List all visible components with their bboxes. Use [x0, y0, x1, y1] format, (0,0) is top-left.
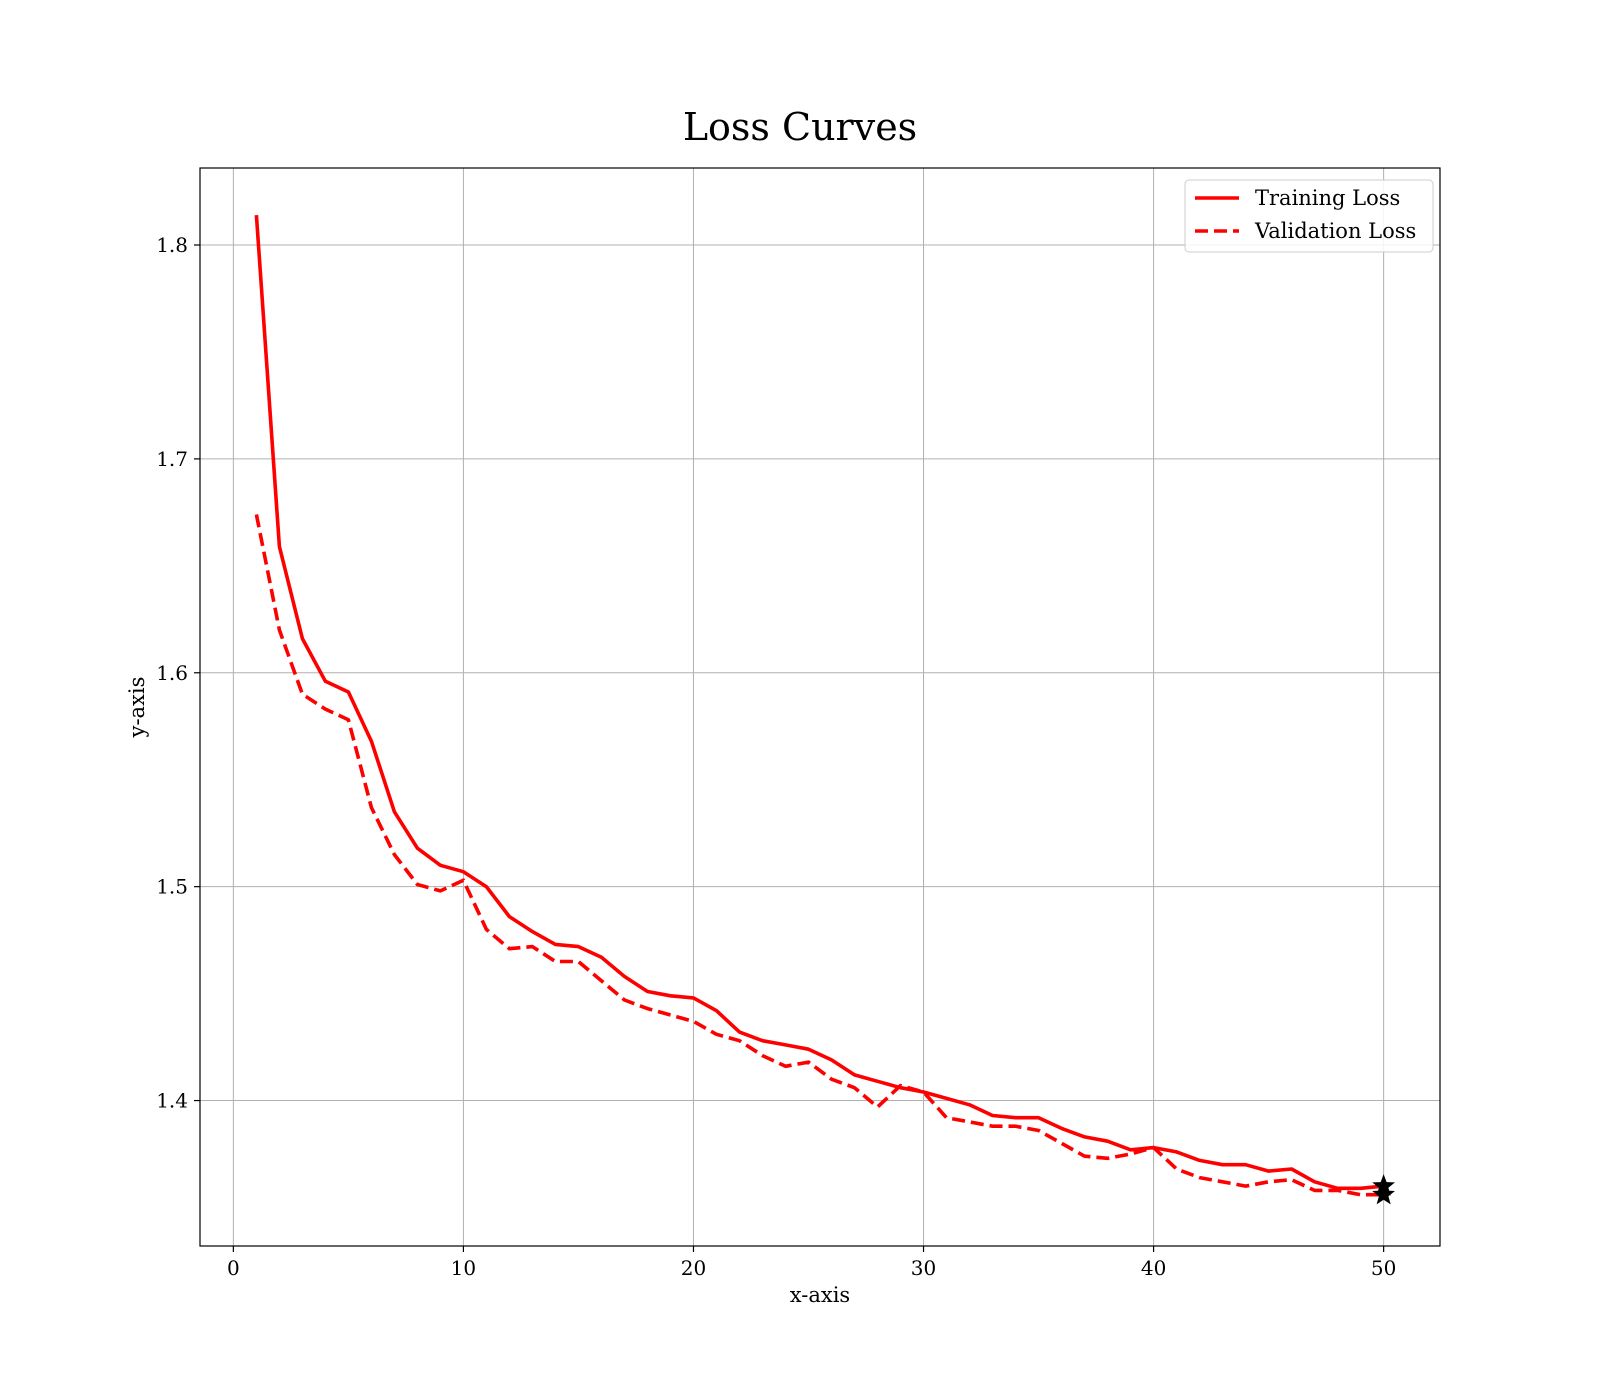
- series-lines: [254, 214, 1384, 1197]
- plot-frame: [199, 167, 1441, 1247]
- chart-title: Loss Curves: [683, 105, 917, 149]
- axis-ticks: 0 10 20 30 40 50 1.4 1.5 1.6 1.7 1.8: [156, 233, 1396, 1280]
- series-line-validation-loss: [254, 514, 1384, 1197]
- legend-box: [1184, 179, 1434, 253]
- legend-label: Validation Loss: [1254, 219, 1416, 243]
- x-tick-label: 20: [681, 1256, 706, 1280]
- series-line-training-loss: [254, 214, 1384, 1191]
- legend-label: Training Loss: [1255, 186, 1400, 210]
- legend: Training Loss Validation Loss: [1184, 179, 1434, 253]
- x-tick-label: 40: [1141, 1256, 1166, 1280]
- y-tick-label: 1.7: [156, 447, 188, 471]
- end-markers: [1372, 1174, 1395, 1205]
- star-marker: [1372, 1182, 1395, 1205]
- x-tick-label: 0: [227, 1256, 240, 1280]
- x-tick-label: 10: [451, 1256, 476, 1280]
- x-tick-label: 50: [1371, 1256, 1396, 1280]
- y-tick-label: 1.4: [156, 1089, 188, 1113]
- y-tick-label: 1.6: [156, 661, 188, 685]
- y-axis-label: y-axis: [125, 677, 149, 739]
- y-tick-label: 1.5: [156, 875, 188, 899]
- x-axis-label: x-axis: [790, 1283, 850, 1307]
- y-tick-label: 1.8: [156, 233, 188, 257]
- x-tick-label: 30: [911, 1256, 936, 1280]
- grid-lines: [200, 168, 1440, 1246]
